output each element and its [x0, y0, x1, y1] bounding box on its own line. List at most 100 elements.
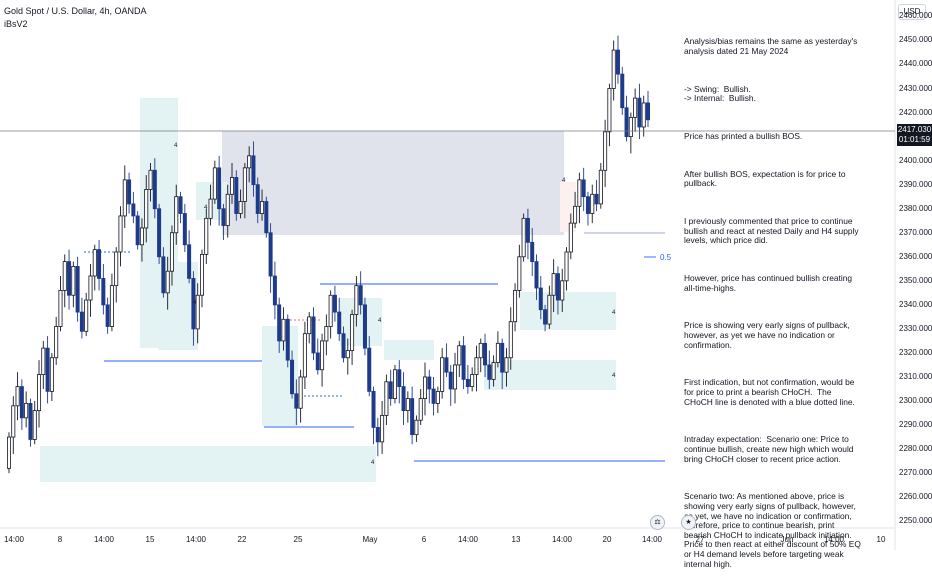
- note-9: Scenario two: As mentioned above, price …: [684, 491, 864, 569]
- currency-button[interactable]: USD: [898, 4, 926, 20]
- candle-body: [307, 316, 312, 335]
- economic-event-icon[interactable]: ⚖: [650, 515, 665, 530]
- candle-body: [615, 49, 620, 75]
- y-tick-label: 2310.000: [899, 371, 932, 381]
- candle-body: [581, 179, 586, 198]
- note-6: Price is showing very early signs of pul…: [684, 320, 853, 350]
- y-tick-label: 2250.000: [899, 516, 932, 526]
- demand-zone: [40, 446, 376, 482]
- candle-body: [440, 357, 445, 392]
- y-tick-label: 2450.000: [899, 35, 932, 45]
- last-price-value: 2417.030: [897, 125, 932, 134]
- candle-body: [178, 196, 183, 214]
- candle-body: [341, 333, 346, 359]
- y-tick-label: 2430.000: [899, 83, 932, 93]
- note-5: However, price has continued bullish cre…: [684, 273, 855, 293]
- candle-body: [538, 287, 543, 311]
- candle-body: [543, 309, 548, 325]
- candle-body: [157, 208, 162, 258]
- candle-body: [508, 321, 513, 359]
- y-tick-label: 2460.000: [899, 11, 932, 21]
- ob-marker: 4: [371, 460, 375, 466]
- x-tick-label: 13: [511, 535, 521, 544]
- fib-50-label: 0.5: [660, 253, 672, 262]
- y-tick-label: 2380.000: [899, 203, 932, 213]
- x-tick-label: 14:00: [457, 535, 479, 544]
- x-tick-label: Jun: [780, 535, 794, 544]
- chart-canvas[interactable]: [0, 0, 932, 550]
- candle-body: [590, 193, 595, 214]
- candle-body: [144, 189, 149, 229]
- candle-body: [62, 261, 67, 291]
- candle-body: [247, 155, 252, 169]
- candle-body: [332, 294, 337, 313]
- candle-body: [598, 169, 603, 205]
- x-tick-label: 22: [237, 535, 247, 544]
- candle-body: [328, 294, 333, 327]
- candle-body: [15, 386, 20, 407]
- candle-body: [470, 374, 475, 387]
- candle-body: [230, 177, 235, 195]
- candle-body: [260, 201, 265, 214]
- candle-body: [67, 261, 72, 296]
- candle-body: [97, 249, 102, 279]
- x-tick-label: 14:00: [551, 535, 573, 544]
- y-tick-label: 2330.000: [899, 323, 932, 333]
- candle-body: [641, 102, 646, 128]
- note-7: First indication, but not confirmation, …: [684, 377, 857, 407]
- candle-body: [28, 403, 33, 440]
- candle-body: [109, 285, 114, 327]
- candle-body: [277, 304, 282, 342]
- candle-body: [465, 378, 470, 387]
- order-block-zone: [384, 340, 434, 360]
- candle-body: [410, 398, 415, 436]
- ob-marker: 4: [204, 205, 208, 211]
- candle-body: [169, 232, 174, 272]
- candle-body: [525, 217, 530, 243]
- candle-body: [495, 342, 500, 363]
- candle-body: [302, 333, 307, 378]
- candle-body: [478, 342, 483, 359]
- y-tick-label: 2290.000: [899, 420, 932, 430]
- candle-body: [238, 201, 243, 214]
- candle-body: [135, 215, 140, 246]
- candle-body: [165, 270, 170, 294]
- candle-body: [272, 275, 277, 306]
- candle-body: [139, 227, 144, 246]
- candle-body: [607, 88, 612, 133]
- candle-body: [345, 350, 350, 359]
- candle-body: [105, 304, 110, 327]
- candle-body: [148, 169, 153, 190]
- candle-body: [435, 390, 440, 404]
- indicator-label[interactable]: iBsV2: [4, 19, 28, 29]
- candle-body: [367, 347, 372, 392]
- candle-body: [58, 290, 63, 327]
- candle-body: [547, 294, 552, 325]
- candle-body: [405, 398, 410, 412]
- candle-body: [371, 390, 376, 428]
- candle-body: [75, 266, 80, 313]
- candle-body: [637, 97, 642, 128]
- candle-body: [101, 278, 106, 306]
- candle-body: [611, 49, 616, 89]
- candle-body: [350, 314, 355, 351]
- candle-body: [114, 251, 119, 287]
- candle-body: [427, 376, 432, 390]
- candle-body: [534, 261, 539, 289]
- candle-body: [487, 364, 492, 380]
- candle-body: [551, 273, 556, 296]
- x-tick-label: 8: [57, 535, 63, 544]
- us-flag-icon[interactable]: ★: [681, 515, 696, 530]
- y-tick-label: 2420.000: [899, 107, 932, 117]
- candle-body: [315, 352, 320, 371]
- candle-body: [311, 316, 316, 354]
- candle-body: [517, 256, 522, 291]
- candle-body: [620, 73, 625, 109]
- y-tick-label: 2400.000: [899, 155, 932, 165]
- candle-body: [161, 256, 166, 294]
- candle-body: [54, 326, 59, 359]
- x-tick-label: 14:00: [641, 535, 663, 544]
- candle-body: [212, 167, 217, 200]
- candle-body: [585, 196, 590, 214]
- candle-body: [594, 193, 599, 205]
